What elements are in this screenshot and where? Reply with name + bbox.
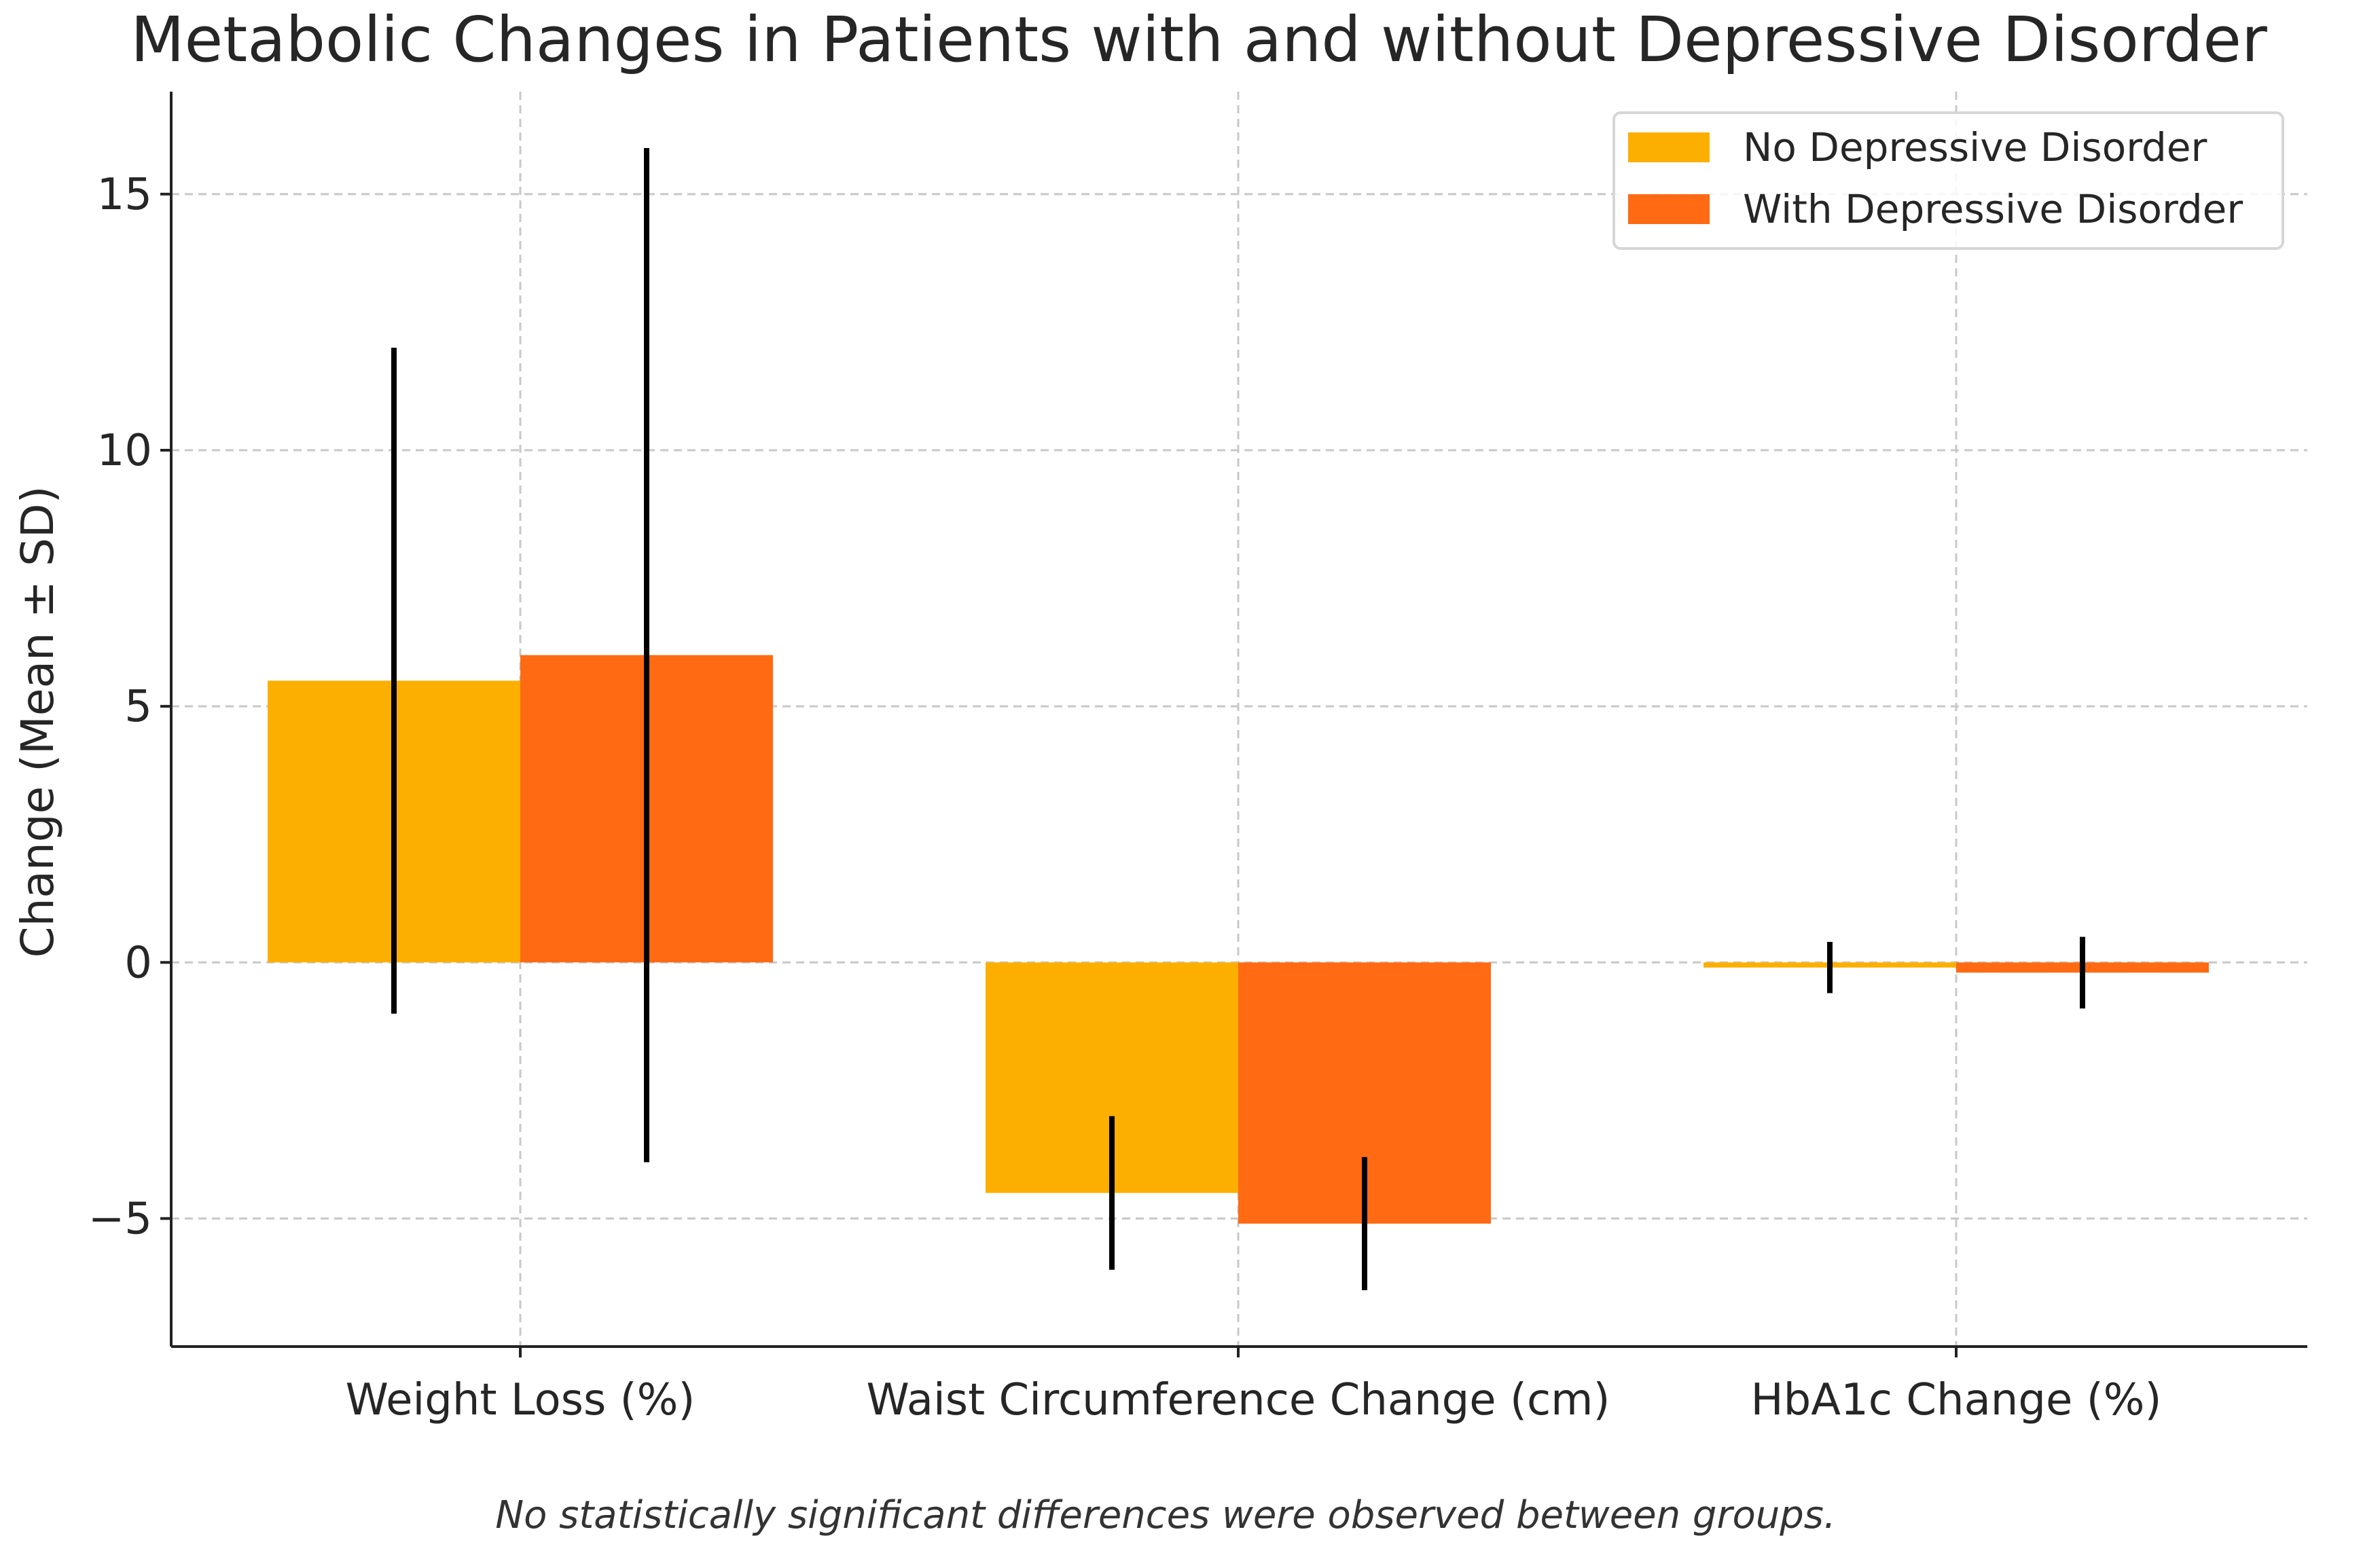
- legend-swatch-with-depressive-disorder: [1628, 194, 1710, 224]
- error-bars: [391, 147, 2085, 1291]
- y-ticks: −5 0 5 10 15: [88, 170, 171, 1244]
- legend-label-with-depressive-disorder: With Depressive Disorder: [1743, 186, 2243, 232]
- x-tick-label: Weight Loss (%): [346, 1375, 696, 1425]
- legend-label-no-depressive-disorder: No Depressive Disorder: [1743, 124, 2207, 170]
- y-tick-label: 10: [97, 426, 152, 476]
- y-tick-label: 5: [124, 682, 152, 732]
- legend-swatch-no-depressive-disorder: [1628, 132, 1710, 162]
- y-tick-label: 15: [97, 170, 152, 220]
- x-tick-label: Waist Circumference Change (cm): [867, 1375, 1610, 1425]
- y-tick-label: −5: [88, 1194, 152, 1244]
- x-tick-label: HbA1c Change (%): [1751, 1375, 2162, 1425]
- chart-title: Metabolic Changes in Patients with and w…: [130, 3, 2267, 76]
- y-tick-label: 0: [124, 938, 152, 988]
- footnote: No statistically significant differences…: [495, 1493, 1836, 1537]
- legend-frame: [1612, 111, 2284, 250]
- x-ticks: Weight Loss (%) Waist Circumference Chang…: [346, 1347, 2162, 1425]
- y-axis-label: Change (Mean ± SD): [12, 486, 64, 958]
- legend: No Depressive Disorder With Depressive D…: [1612, 111, 2284, 250]
